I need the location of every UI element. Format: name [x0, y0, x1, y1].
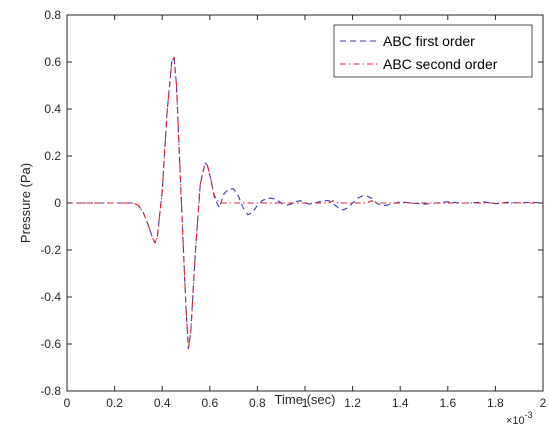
- x-tick-label: 1.2: [344, 396, 361, 410]
- x-axis-label: Time (sec): [275, 392, 336, 407]
- y-tick-label: -0.4: [40, 290, 61, 304]
- legend-label-first-order: ABC first order: [383, 33, 475, 49]
- x-tick-label: 0.2: [106, 396, 123, 410]
- series-layer: [67, 56, 544, 350]
- y-tick-label: 0: [54, 196, 61, 210]
- x-tick-label: 1.6: [439, 396, 456, 410]
- x-tick-label: 1.4: [392, 396, 409, 410]
- x-exponent-power: -3: [525, 410, 533, 420]
- legend-label-second-order: ABC second order: [383, 56, 498, 72]
- y-axis-label: Pressure (Pa): [18, 163, 33, 243]
- series-line-second-order: [67, 56, 543, 350]
- y-tick-label: -0.6: [40, 337, 61, 351]
- x-tick-label: 0.6: [201, 396, 218, 410]
- y-tick-label: -0.2: [40, 243, 61, 257]
- y-tick-label: 0.4: [44, 102, 61, 116]
- legend-box: [333, 24, 533, 78]
- y-tick-label: 0.6: [44, 55, 61, 69]
- x-exponent-label: ×10-3: [506, 410, 533, 427]
- series-line-first-order: [67, 56, 544, 350]
- x-exponent-base: ×10: [506, 415, 525, 427]
- x-tick-label: 1.8: [487, 396, 504, 410]
- y-tick-label: -0.8: [40, 384, 61, 398]
- x-tick-label: 0.8: [249, 396, 266, 410]
- y-tick-label: 0.8: [44, 8, 61, 22]
- x-tick-label: 0: [64, 396, 71, 410]
- x-tick-label: 2: [540, 396, 547, 410]
- x-tick-label: 1: [302, 396, 309, 410]
- tick-layer: 0 0.2 0.4 0.6 0.8 1 1.2 1.4 1.6 1.8 2 -0.8 -0.6 -0.4 -…: [40, 8, 546, 410]
- x-tick-label: 0.4: [154, 396, 171, 410]
- y-tick-label: 0.2: [44, 149, 61, 163]
- legend: ABC first order ABC second order: [333, 24, 533, 78]
